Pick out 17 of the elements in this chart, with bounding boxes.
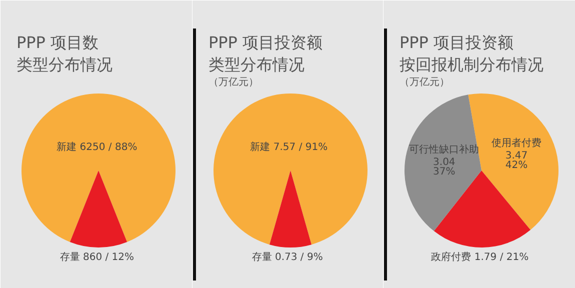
- chart-title: PPP 项目投资额: [208, 33, 323, 52]
- chart-title: PPP 项目投资额: [400, 33, 514, 52]
- slice-label: 政府付费 1.79 / 21%: [431, 251, 529, 263]
- slice-label: 可行性缺口补助: [409, 144, 480, 156]
- slice-label: 新建 7.57 / 91%: [250, 140, 328, 153]
- text: （万亿元）: [208, 77, 258, 88]
- slice-label: 存量 860 / 12%: [60, 251, 134, 263]
- slice-label: 新建 6250 / 88%: [56, 140, 138, 153]
- chart-subtitle: 按回报机制分布情况: [400, 55, 544, 74]
- slice-label: 存量 0.73 / 9%: [252, 251, 323, 263]
- chart-title: PPP 项目数: [16, 33, 99, 52]
- chart-subtitle: 类型分布情况: [16, 55, 112, 74]
- chart-subtitle: 类型分布情况: [208, 55, 304, 74]
- data-label: 3.47 42%: [505, 150, 528, 171]
- slice-label: 使用者付费: [491, 136, 542, 149]
- data-label: 3.04 37%: [433, 157, 456, 178]
- text: （万亿元）: [400, 77, 450, 88]
